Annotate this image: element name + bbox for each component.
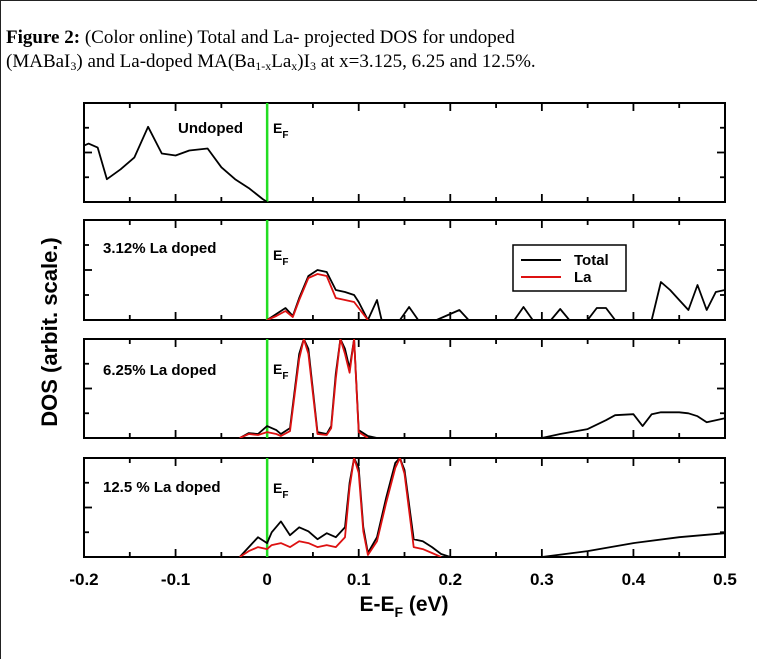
x-tick-label: 0.2 xyxy=(438,570,462,589)
panel-label: Undoped xyxy=(178,120,243,137)
caption-l2-mid2: La xyxy=(271,51,292,72)
xlabel-sub: F xyxy=(394,604,403,620)
caption-l2-pre: (MABaI xyxy=(6,51,71,72)
ef-label: EF xyxy=(273,120,288,141)
page-frame-top xyxy=(0,0,757,1)
caption-l2-sub4: 3 xyxy=(309,59,316,73)
x-tick-labels: -0.2 -0.1 0 0.1 0.2 0.3 0.4 0.5 xyxy=(69,570,736,589)
y-axis-label: DOS (arbit. scale.) xyxy=(37,237,62,427)
caption-l2-mid3: )I xyxy=(297,51,310,72)
ef-label-sub: F xyxy=(282,490,288,501)
dos-line-la xyxy=(266,273,369,320)
panel-frame xyxy=(83,338,726,439)
ef-label-sub: F xyxy=(282,371,288,382)
x-axis-label: E-EF (eV) xyxy=(359,593,448,620)
x-tick-label: -0.2 xyxy=(69,570,98,589)
ef-label-main: E xyxy=(273,247,282,263)
xlabel-main: E-E xyxy=(359,593,394,616)
panel-frame xyxy=(83,219,726,321)
caption-figure-label: Figure 2: xyxy=(6,27,81,48)
dos-panel-3: 6.25% La doped EF xyxy=(83,338,726,439)
panel-label: 3.12% La doped xyxy=(103,240,216,257)
dos-panel-1: Undoped EF xyxy=(83,102,726,203)
ef-label: EF xyxy=(273,361,288,382)
figure-caption: Figure 2: (Color online) Total and La- p… xyxy=(6,26,757,74)
ef-label: EF xyxy=(273,247,288,268)
legend-box xyxy=(512,244,627,292)
caption-line-1: Figure 2: (Color online) Total and La- p… xyxy=(6,26,757,50)
legend-label: La xyxy=(574,269,592,286)
caption-l2-sub3: x xyxy=(291,59,298,73)
panel-label: 6.25% La doped xyxy=(103,362,216,379)
ef-label-sub: F xyxy=(282,257,288,268)
ef-label-main: E xyxy=(273,361,282,377)
x-tick-label: 0.4 xyxy=(622,570,646,589)
dos-line-total xyxy=(84,125,268,202)
dos-line-la xyxy=(239,339,369,438)
ef-label: EF xyxy=(273,480,288,501)
dos-line-total xyxy=(239,458,725,557)
dos-panel-4: 12.5 % La doped EF xyxy=(83,457,726,558)
page-frame-left xyxy=(0,0,1,659)
x-tick-label: 0.1 xyxy=(347,570,371,589)
panel-label: 12.5 % La doped xyxy=(103,479,221,496)
dos-line-la xyxy=(239,458,442,557)
ef-label-sub: F xyxy=(282,130,288,141)
caption-l2-sub2: 1-x xyxy=(255,59,272,73)
legend-label: Total xyxy=(574,252,609,269)
x-tick-label: 0.3 xyxy=(530,570,554,589)
ef-label-main: E xyxy=(273,120,282,136)
dos-panel-2: 3.12% La doped EF xyxy=(83,219,726,321)
panel-frame xyxy=(83,102,726,203)
caption-l2-sub1: 3 xyxy=(70,59,77,73)
x-tick-label: -0.1 xyxy=(161,570,190,589)
caption-l2-mid: ) and La-doped MA(Ba xyxy=(76,51,256,72)
x-tick-label: 0 xyxy=(262,570,271,589)
x-tick-label: 0.5 xyxy=(713,570,737,589)
ef-label-main: E xyxy=(273,480,282,496)
caption-l2-post: at x=3.125, 6.25 and 12.5%. xyxy=(315,51,536,72)
caption-line-2: (MABaI3) and La-doped MA(Ba1-xLax)I3 at … xyxy=(6,50,757,74)
xlabel-unit: (eV) xyxy=(403,593,449,616)
caption-line1-text: (Color online) Total and La- projected D… xyxy=(80,27,515,48)
dos-line-total xyxy=(266,269,725,320)
